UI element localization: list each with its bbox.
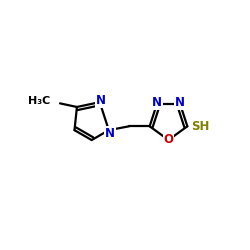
Text: H₃C: H₃C (28, 96, 50, 106)
Text: N: N (105, 126, 115, 140)
Text: O: O (164, 134, 173, 146)
Text: N: N (96, 94, 106, 108)
Text: SH: SH (192, 120, 210, 133)
Text: N: N (175, 96, 185, 110)
Text: N: N (152, 96, 162, 110)
